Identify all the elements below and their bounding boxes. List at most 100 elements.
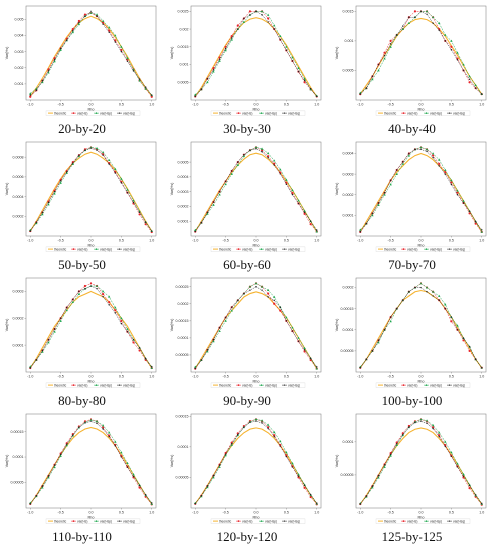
x-tick-label: -1.0	[192, 375, 198, 379]
data-point	[29, 230, 31, 232]
y-tick-label: 0.00015	[341, 307, 354, 311]
data-point	[425, 286, 429, 289]
data-point	[29, 94, 31, 96]
data-point	[237, 299, 239, 302]
data-point	[236, 163, 239, 166]
data-point	[206, 212, 209, 215]
data-point	[53, 464, 56, 466]
legend-label: var(Hsp)	[265, 519, 277, 523]
y-axis-label: Var(Hs)	[170, 182, 174, 196]
legend-label: var(Hs)	[242, 247, 252, 251]
legend-box	[375, 246, 471, 252]
data-point	[389, 45, 392, 48]
data-point	[114, 34, 117, 37]
legend-label: theoretic	[54, 519, 67, 523]
line-chart: 0.00005 0.0001 -1.0 -0.5 0.0 0.5 1.0 Rho Var(Hs)…	[335, 413, 487, 524]
data-point	[102, 154, 104, 156]
series-line-theoretic	[359, 289, 483, 369]
legend-marker	[283, 520, 286, 522]
data-point	[243, 154, 245, 156]
data-point	[438, 27, 441, 31]
x-axis-label: Rho	[253, 108, 260, 112]
data-point	[474, 220, 477, 223]
data-point	[224, 316, 227, 319]
data-point	[138, 78, 141, 80]
legend-label: var(Hsp)	[100, 247, 112, 251]
data-point	[431, 290, 435, 293]
legend-label: var(Hsp)	[430, 247, 442, 251]
data-point	[249, 149, 251, 151]
data-point	[120, 45, 123, 48]
x-tick-label: -0.5	[58, 239, 64, 243]
y-tick-label: 0.0002	[178, 205, 189, 209]
data-point	[480, 230, 483, 233]
data-point	[224, 319, 227, 322]
x-tick-label: -1.0	[27, 239, 33, 243]
x-tick-label: 0.5	[119, 511, 124, 515]
legend-label: var(Hsq)	[288, 111, 300, 115]
data-point	[450, 451, 453, 454]
data-point	[206, 349, 209, 351]
legend-box	[375, 518, 471, 524]
data-point	[468, 484, 471, 487]
data-point	[383, 54, 386, 57]
legend-marker	[425, 248, 428, 250]
data-point	[218, 193, 221, 196]
data-point	[297, 340, 300, 343]
data-point	[144, 357, 147, 360]
y-tick-label: 0.0015	[343, 10, 354, 14]
legend-label: var(Hsp)	[430, 111, 442, 115]
panel-caption: 100-by-100	[381, 393, 443, 408]
series-line-var-hsq	[195, 286, 317, 369]
data-point	[396, 169, 398, 171]
y-tick-label: 0.00015	[176, 414, 189, 418]
data-point	[108, 158, 111, 162]
data-point	[438, 431, 441, 434]
data-point	[285, 45, 288, 48]
data-point	[218, 190, 221, 193]
data-point	[456, 59, 459, 61]
legend-marker	[72, 384, 75, 386]
data-point	[273, 299, 275, 302]
panel-caption: 125-by-125	[381, 529, 443, 544]
y-tick-label: 0.0004	[343, 152, 354, 156]
panel-caption: 80-by-80	[58, 393, 106, 408]
data-point	[431, 423, 435, 427]
data-point	[291, 466, 294, 468]
data-point	[481, 502, 483, 505]
y-axis-label: Var(Hs)	[170, 318, 174, 332]
data-point	[138, 347, 141, 349]
legend-box	[375, 110, 471, 116]
data-point	[108, 304, 110, 306]
data-point	[273, 435, 275, 438]
y-tick-label: 0.0006	[13, 175, 24, 179]
data-point	[108, 301, 111, 304]
data-point	[316, 366, 318, 368]
data-point	[371, 485, 374, 487]
x-tick-label: 0.0	[419, 103, 424, 107]
data-point	[231, 37, 233, 39]
legend-marker	[260, 112, 263, 114]
chart-panel: 0.00005 0.0001 -1.0 -0.5 0.0 0.5 1.0 Rho Var(Hs)…	[332, 410, 492, 546]
data-point	[77, 22, 81, 26]
legend-box	[210, 110, 306, 116]
legend-label: var(Hsq)	[288, 519, 300, 523]
data-point	[114, 445, 116, 447]
legend-label: var(Hsq)	[288, 247, 300, 251]
legend-box	[210, 382, 306, 388]
data-point	[267, 155, 270, 158]
data-point	[114, 306, 117, 309]
data-point	[285, 181, 288, 184]
data-point	[396, 34, 398, 36]
legend-label: var(Hs)	[77, 383, 87, 387]
data-point	[47, 339, 50, 341]
series-line-theoretic	[359, 17, 483, 95]
y-tick-label: 0.0001	[13, 455, 24, 459]
y-axis-label: Var(Hs)	[335, 46, 339, 60]
data-point	[206, 350, 209, 353]
y-tick-label: 0.0005	[178, 160, 189, 164]
data-point	[309, 220, 312, 222]
data-point	[144, 223, 147, 226]
data-point	[426, 291, 428, 293]
data-point	[47, 70, 50, 72]
